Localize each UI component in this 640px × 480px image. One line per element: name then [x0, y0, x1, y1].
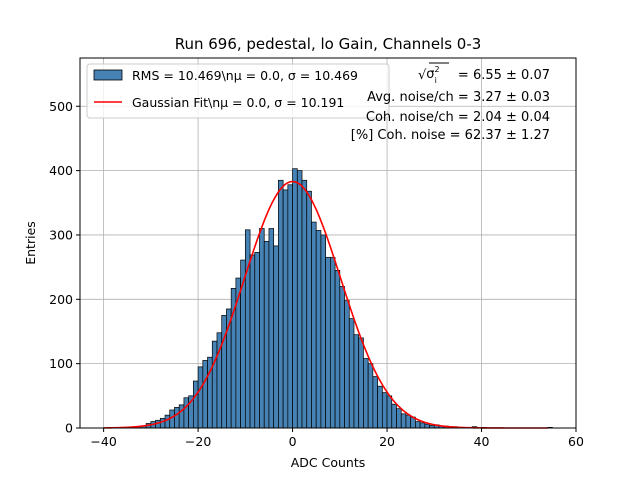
histogram-bar: [183, 397, 189, 429]
histogram-bars: [131, 168, 553, 429]
legend-box: [86, 63, 390, 119]
y-axis-label: Entries: [23, 221, 38, 265]
x-tick-label: 20: [379, 434, 395, 449]
histogram-bar: [278, 179, 284, 429]
histogram-bar: [400, 413, 407, 429]
y-tick-label: 0: [65, 421, 73, 436]
histogram-bar: [287, 184, 293, 429]
histogram-bar: [311, 221, 317, 429]
histogram-bar: [367, 363, 374, 429]
x-tick-label: 0: [289, 434, 297, 449]
histogram-bar: [244, 229, 251, 429]
histogram-bar: [363, 358, 369, 429]
histogram-bar: [254, 251, 260, 429]
histogram-bar: [249, 254, 256, 429]
histogram-bar: [391, 403, 397, 429]
histogram-bar: [315, 230, 322, 429]
histogram-bar: [348, 318, 355, 429]
histogram-bar: [372, 376, 378, 429]
legend: RMS = 10.469\nμ = 0.0, σ = 10.469 Gaussi…: [86, 63, 390, 119]
histogram-bar: [292, 168, 298, 429]
legend-fit-label: Gaussian Fit\nμ = 0.0, σ = 10.191: [132, 95, 344, 110]
legend-histogram-swatch: [93, 69, 123, 81]
histogram-bar: [330, 257, 336, 429]
histogram-bar: [273, 245, 279, 429]
y-tick-label: 100: [49, 356, 73, 371]
x-tick-label: −20: [185, 434, 211, 449]
x-tick-label: −40: [90, 434, 116, 449]
coh-noise-percent-annotation: [%] Coh. noise = 62.37 ± 1.27: [351, 128, 550, 143]
histogram-bar: [396, 408, 402, 429]
histogram-bar: [424, 423, 430, 429]
histogram-bar: [325, 257, 331, 429]
histogram-bar: [320, 234, 326, 429]
histogram-bar: [193, 380, 199, 429]
histogram-bar: [419, 422, 426, 429]
histogram-bar: [386, 395, 393, 429]
histogram-bar: [358, 337, 364, 429]
total-noise-annotation: √σ2 i = 6.55 ± 0.07: [418, 62, 550, 85]
y-tick-label: 200: [49, 292, 73, 307]
histogram-bar: [259, 228, 265, 429]
histogram-bar: [268, 228, 275, 429]
histogram-bar: [415, 421, 421, 429]
histogram-bar: [381, 392, 388, 429]
histogram-bar: [353, 334, 360, 429]
histogram-bar: [296, 170, 303, 429]
chart-title: Run 696, pedestal, lo Gain, Channels 0-3: [175, 35, 482, 53]
total-noise-value: = 6.55 ± 0.07: [458, 68, 550, 83]
histogram-bar: [159, 417, 166, 429]
x-axis-label: ADC Counts: [291, 455, 366, 470]
histogram-bar: [164, 414, 171, 429]
histogram-bar: [263, 241, 270, 429]
y-axis-ticks: 0 100 200 300 400 500: [49, 99, 80, 436]
coh-noise-annotation: Coh. noise/ch = 2.04 ± 0.04: [366, 110, 550, 125]
histogram-bar: [377, 385, 383, 429]
histogram-bar: [197, 366, 204, 429]
histogram-bar: [282, 189, 289, 429]
histogram-bar: [301, 179, 308, 429]
sqrt-sigma-symbol: √σ2 i: [418, 65, 440, 85]
x-tick-label: 40: [474, 434, 490, 449]
histogram-bar: [344, 300, 350, 429]
y-tick-label: 400: [49, 163, 73, 178]
histogram-bar: [211, 340, 218, 429]
x-axis-ticks: −40 −20 0 20 40 60: [90, 428, 584, 449]
plot-frame: [79, 57, 577, 429]
histogram-bar: [405, 414, 412, 429]
histogram-bar: [202, 360, 208, 429]
histogram-bar: [174, 407, 180, 429]
y-tick-label: 500: [49, 99, 73, 114]
histogram-bar: [339, 286, 345, 429]
avg-noise-annotation: Avg. noise/ch = 3.27 ± 0.03: [367, 90, 550, 105]
y-tick-label: 300: [49, 227, 73, 242]
noise-annotations: √σ2 i = 6.55 ± 0.07 Avg. noise/ch = 3.27 …: [351, 62, 550, 143]
histogram-bar: [334, 269, 341, 429]
legend-histogram-label: RMS = 10.469\nμ = 0.0, σ = 10.469: [132, 68, 358, 83]
x-tick-label: 60: [568, 434, 584, 449]
histogram-bar: [306, 190, 312, 429]
